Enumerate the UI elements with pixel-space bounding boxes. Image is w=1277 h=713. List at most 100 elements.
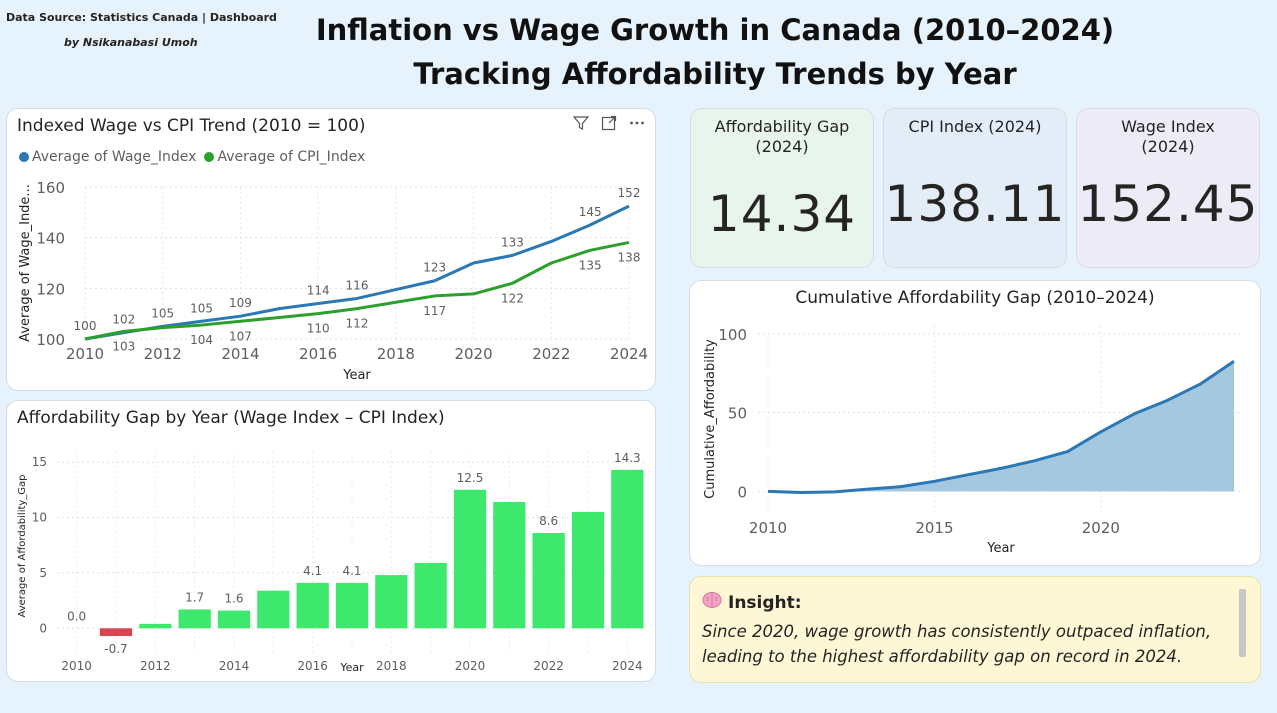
x-tick-label: 2014 — [219, 659, 250, 673]
legend-label-wage: Average of Wage_Index — [32, 149, 196, 165]
visual-header-icons — [573, 115, 645, 135]
bar-2024 — [611, 470, 643, 628]
more-options-icon[interactable] — [629, 115, 645, 135]
wage-data-label: 102 — [112, 313, 135, 327]
x-axis-title: Year — [342, 368, 371, 383]
cpi-data-label: 110 — [307, 322, 330, 336]
y-axis-title: Average of Wage_Inde... — [18, 184, 33, 342]
bar-data-label: 1.6 — [224, 592, 243, 606]
cumulative-gap-area — [768, 361, 1234, 492]
bar-2017 — [336, 583, 368, 628]
x-tick-label: 2016 — [297, 659, 328, 673]
bar-2013 — [179, 609, 211, 628]
x-axis-title: Year — [986, 541, 1015, 556]
insight-scrollbar[interactable] — [1239, 589, 1246, 657]
wage-data-label: 152 — [618, 186, 641, 200]
y-tick-label: 0 — [39, 621, 47, 635]
wage-data-label: 100 — [74, 319, 97, 333]
y-tick-label: 100 — [718, 326, 747, 344]
bar-data-label: 4.1 — [303, 564, 322, 578]
cpi-data-label: 103 — [112, 339, 135, 353]
bar-2022 — [533, 533, 565, 628]
data-source-label: Data Source: Statistics Canada | Dashboa… — [6, 11, 277, 24]
x-tick-label: 2012 — [140, 659, 171, 673]
x-tick-label: 2022 — [532, 345, 570, 363]
filter-icon[interactable] — [573, 115, 589, 135]
affordability-gap-bar-chart[interactable]: 0 5 10 15 0.0 -0.7 1.7 1.6 4.1 4.1 12.5 8.6 14.3 2010… — [7, 401, 657, 683]
wage-data-label: 116 — [346, 278, 369, 292]
kpi-title-affordability-gap: Affordability Gap (2024) — [691, 117, 873, 157]
x-tick-label: 2018 — [377, 345, 415, 363]
author-byline: by Nsikanabasi Umoh — [64, 36, 198, 49]
x-tick-label: 2014 — [221, 345, 259, 363]
dashboard-title-line1: Inflation vs Wage Growth in Canada (2010… — [300, 8, 1130, 52]
bar-2012 — [139, 624, 171, 628]
x-tick-label: 2024 — [612, 659, 643, 673]
x-axis-title: Year — [339, 661, 364, 674]
cpi-data-label: 107 — [229, 329, 252, 343]
y-tick-label: 140 — [36, 230, 65, 248]
y-tick-label: 5 — [39, 566, 47, 580]
bar-2018 — [375, 575, 407, 628]
bar-2014 — [218, 611, 250, 629]
insight-text: Since 2020, wage growth has consistently… — [702, 619, 1222, 669]
y-tick-label: 0 — [737, 483, 747, 501]
kpi-title-cpi-index: CPI Index (2024) — [884, 117, 1066, 137]
bar-2019 — [415, 563, 447, 628]
wage-data-label: 114 — [307, 284, 330, 298]
x-tick-label: 2020 — [455, 659, 486, 673]
bar-2021 — [493, 502, 525, 628]
wage-data-label: 109 — [229, 296, 252, 310]
x-tick-label: 2020 — [1082, 519, 1120, 537]
focus-mode-icon[interactable] — [601, 115, 617, 135]
affordability-gap-bar-card[interactable]: Affordability Gap by Year (Wage Index – … — [6, 400, 656, 682]
kpi-title-wage-index: Wage Index (2024) — [1077, 117, 1259, 157]
x-tick-label: 2010 — [749, 519, 787, 537]
cumulative-gap-area-card[interactable]: Cumulative Affordability Gap (2010–2024)… — [689, 280, 1261, 566]
kpi-card-wage-index[interactable]: Wage Index (2024) 152.45 — [1076, 108, 1260, 268]
cpi-data-label: 135 — [579, 258, 602, 272]
y-tick-label: 10 — [32, 510, 47, 524]
kpi-value-wage-index: 152.45 — [1077, 175, 1259, 233]
legend-item-wage[interactable]: Average of Wage_Index — [19, 149, 196, 165]
insight-heading: Insight: — [702, 591, 802, 614]
bar-2020 — [454, 490, 486, 629]
x-tick-label: 2016 — [299, 345, 337, 363]
x-tick-label: 2010 — [66, 345, 104, 363]
dashboard-subtitle: Tracking Affordability Trends by Year — [300, 52, 1130, 96]
cpi-data-label: 112 — [346, 317, 369, 331]
y-axis-title: Average of Affordability_Gap — [17, 474, 28, 617]
brain-icon — [702, 591, 722, 614]
x-tick-label: 2012 — [144, 345, 182, 363]
x-tick-label: 2024 — [610, 345, 648, 363]
wage-cpi-trend-title: Indexed Wage vs CPI Trend (2010 = 100) — [17, 116, 366, 136]
legend-marker-wage — [19, 152, 29, 162]
x-tick-label: 2010 — [61, 659, 92, 673]
x-tick-label: 2015 — [915, 519, 953, 537]
cpi-data-label: 122 — [501, 291, 524, 305]
legend-marker-cpi — [204, 152, 214, 162]
bar-data-label: 14.3 — [614, 451, 641, 465]
wage-cpi-trend-card[interactable]: Indexed Wage vs CPI Trend (2010 = 100) A… — [6, 108, 656, 391]
x-tick-label: 2020 — [454, 345, 492, 363]
legend-item-cpi[interactable]: Average of CPI_Index — [204, 149, 365, 165]
cumulative-gap-area-chart[interactable]: 0 50 100 2010 2015 2020 Year Cumulative_Afforda… — [690, 281, 1262, 567]
y-tick-label: 15 — [32, 455, 47, 469]
wage-index-line — [85, 206, 629, 339]
kpi-value-cpi-index: 138.11 — [884, 175, 1066, 233]
insight-card: Insight: Since 2020, wage growth has con… — [689, 576, 1261, 683]
kpi-card-affordability-gap[interactable]: Affordability Gap (2024) 14.34 — [690, 108, 874, 268]
cpi-data-label: 104 — [190, 333, 213, 347]
y-axis-title: Cumulative_Affordability — [703, 339, 718, 499]
y-tick-label: 120 — [36, 280, 65, 298]
cpi-data-label: 138 — [618, 250, 641, 264]
bar-data-label: 12.5 — [457, 471, 484, 485]
bar-2023 — [572, 512, 604, 628]
kpi-value-affordability-gap: 14.34 — [691, 185, 873, 243]
dashboard-title: Inflation vs Wage Growth in Canada (2010… — [300, 8, 1130, 96]
kpi-card-cpi-index[interactable]: CPI Index (2024) 138.11 — [883, 108, 1067, 268]
cpi-index-line — [85, 242, 629, 339]
bar-data-label: 1.7 — [185, 590, 204, 604]
wage-data-label: 105 — [151, 306, 174, 320]
bar-data-label: 4.1 — [342, 564, 361, 578]
